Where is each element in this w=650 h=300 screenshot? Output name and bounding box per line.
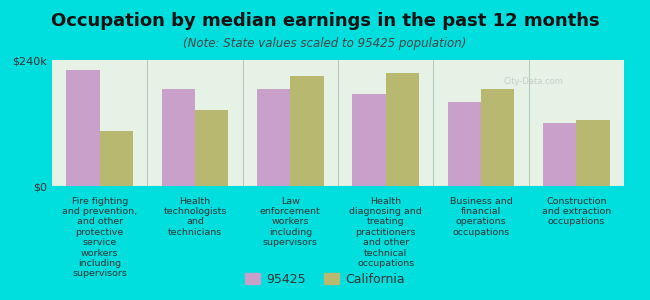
Bar <box>577 120 610 186</box>
Bar <box>291 76 324 186</box>
Text: Health
diagnosing and
treating
practitioners
and other
technical
occupations: Health diagnosing and treating practitio… <box>349 196 422 268</box>
Bar <box>448 102 481 186</box>
Bar <box>162 89 195 186</box>
Bar <box>352 94 385 186</box>
Text: Health
technologists
and
technicians: Health technologists and technicians <box>163 196 227 237</box>
Text: Business and
financial
operations
occupations: Business and financial operations occupa… <box>450 196 512 237</box>
Text: (Note: State values scaled to 95425 population): (Note: State values scaled to 95425 popu… <box>183 38 467 50</box>
Bar <box>99 131 133 186</box>
Text: Fire fighting
and prevention,
and other
protective
service
workers
including
sup: Fire fighting and prevention, and other … <box>62 196 137 278</box>
Text: Construction
and extraction
occupations: Construction and extraction occupations <box>541 196 611 226</box>
Text: Occupation by median earnings in the past 12 months: Occupation by median earnings in the pas… <box>51 12 599 30</box>
Text: City-Data.com: City-Data.com <box>503 77 563 86</box>
Legend: 95425, California: 95425, California <box>240 268 410 291</box>
Bar <box>481 89 514 186</box>
Bar <box>543 123 577 186</box>
Bar <box>257 89 291 186</box>
Bar <box>385 73 419 186</box>
Bar <box>66 70 99 186</box>
Text: Law
enforcement
workers
including
supervisors: Law enforcement workers including superv… <box>260 196 320 247</box>
Bar <box>195 110 228 186</box>
